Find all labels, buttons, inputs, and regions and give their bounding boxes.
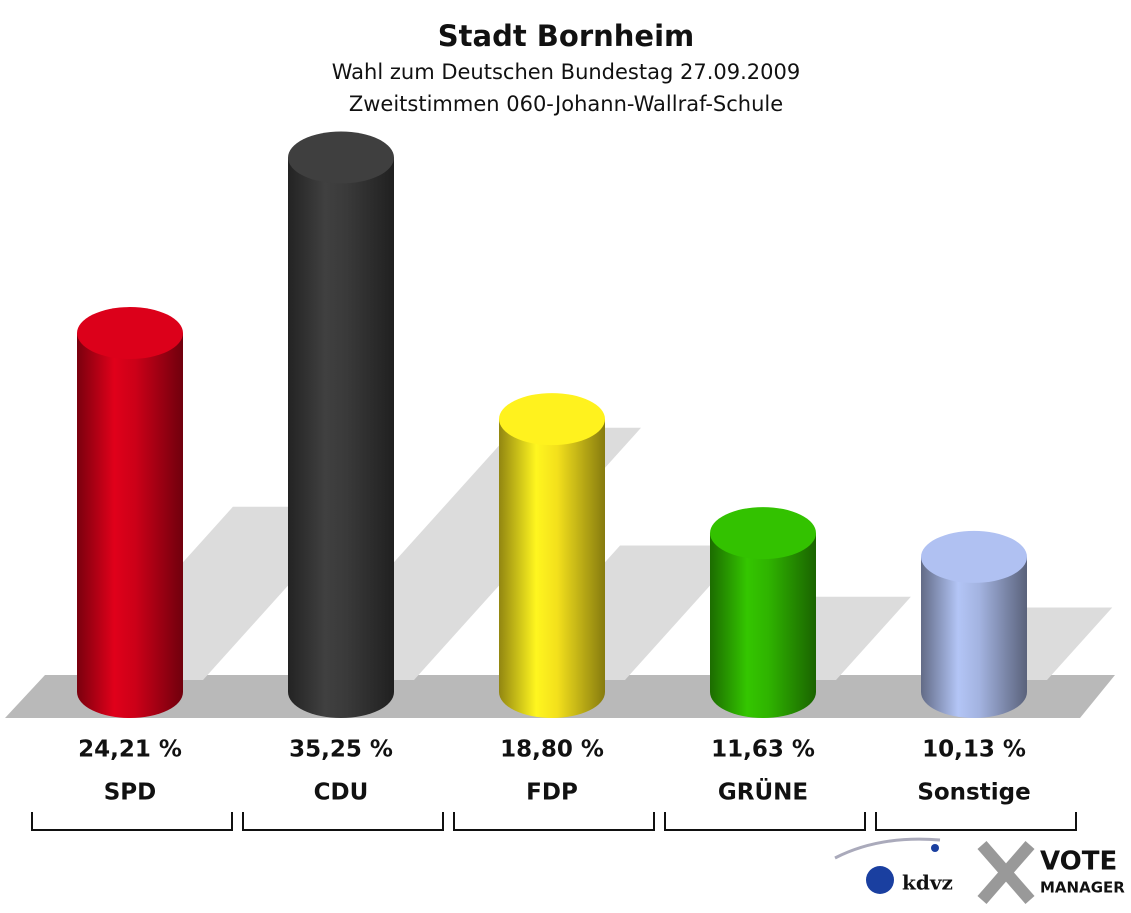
logo: kdvz VOTE MANAGER (834, 837, 1125, 904)
logo-text: VOTE (1040, 847, 1117, 877)
bar-cap (77, 307, 183, 360)
bracket (664, 812, 866, 831)
bracket (31, 812, 233, 831)
logo-text: MANAGER (1040, 879, 1125, 897)
bracket (875, 812, 1077, 831)
bar-cap (921, 530, 1027, 583)
x-tick-label: CDU (314, 780, 369, 806)
value-label: 11,63 % (711, 737, 815, 763)
x-tick-label: SPD (104, 780, 157, 806)
x-tick-label: GRÜNE (718, 778, 808, 806)
chart-title: Stadt Bornheim (438, 19, 694, 53)
bar (710, 533, 816, 718)
bracket (242, 812, 444, 831)
bar (288, 157, 394, 718)
bar (921, 556, 1027, 718)
logo-dot (931, 844, 939, 852)
bracket (453, 812, 655, 831)
bar-cap (288, 131, 394, 184)
value-label: 10,13 % (922, 737, 1026, 763)
logo-text: kdvz (902, 871, 953, 895)
value-label: 18,80 % (500, 737, 604, 763)
logo-x (977, 841, 1035, 904)
bar (77, 333, 183, 718)
x-tick-label: Sonstige (917, 780, 1030, 806)
bar (499, 419, 605, 718)
chart-subtitle: Zweitstimmen 060-Johann-Wallraf-Schule (349, 92, 783, 116)
logo-swoosh (834, 837, 941, 860)
value-label: 24,21 % (78, 737, 182, 763)
bar-cap (499, 393, 605, 446)
bar-cap (710, 507, 816, 560)
x-tick-label: FDP (526, 780, 578, 806)
value-label: 35,25 % (289, 737, 393, 763)
chart-subtitle: Wahl zum Deutschen Bundestag 27.09.2009 (332, 60, 800, 84)
logo-ball (866, 866, 894, 894)
